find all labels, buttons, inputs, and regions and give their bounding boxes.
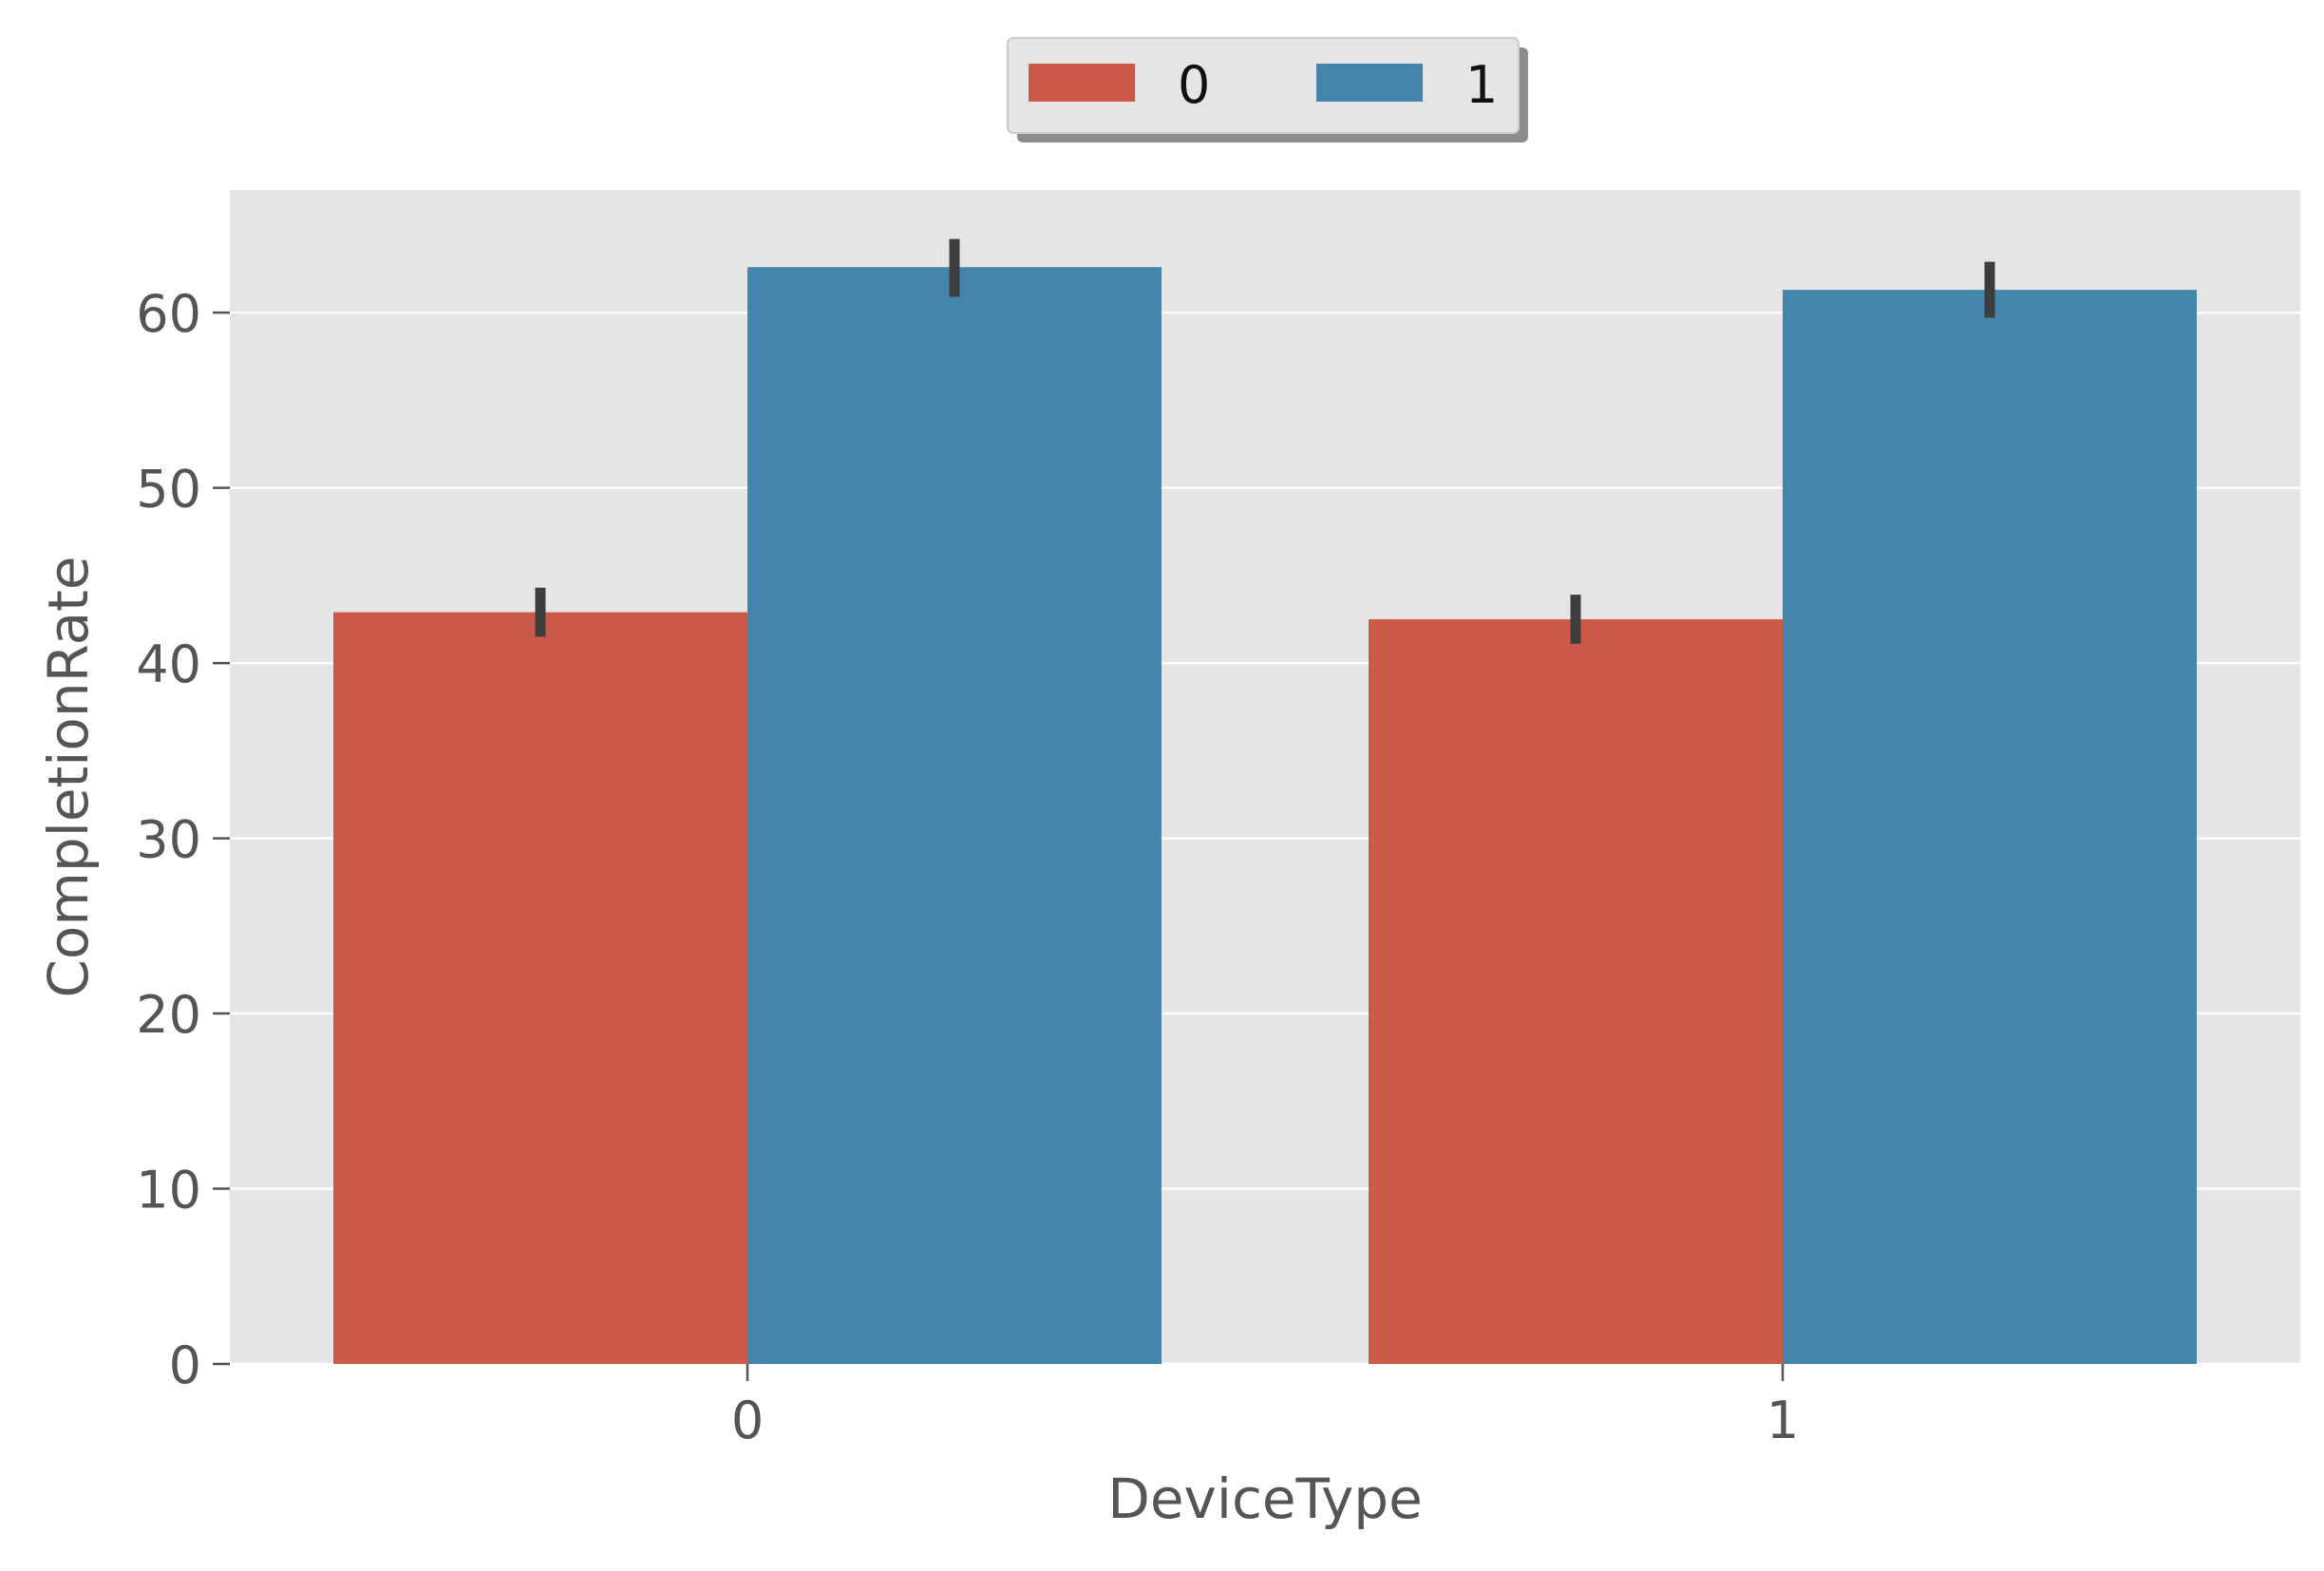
y-axis-label: CompletionRate: [36, 556, 101, 997]
bar: [747, 267, 1162, 1364]
legend-swatch: [1029, 64, 1135, 102]
y-tick-label: 10: [136, 1161, 201, 1221]
y-tick-label: 0: [169, 1335, 201, 1395]
bar: [1369, 618, 1783, 1364]
error-bars: [535, 238, 1995, 644]
bars: [333, 267, 2197, 1365]
bar: [333, 612, 747, 1364]
y-tick-label: 40: [136, 634, 201, 694]
legend-box: [1007, 37, 1520, 134]
y-tick-label: 30: [136, 810, 201, 870]
y-tick-label: 50: [136, 460, 201, 520]
legend-label: 1: [1465, 55, 1498, 115]
x-tick-label: 0: [731, 1391, 764, 1450]
x-tick-label: 1: [1767, 1391, 1799, 1450]
y-tick-label: 60: [136, 284, 201, 344]
bar: [1783, 290, 2197, 1365]
x-axis-label: DeviceType: [1107, 1467, 1423, 1531]
y-axis-ticks: 0 10 20 30 40 50 60: [136, 284, 230, 1395]
legend-label: 0: [1178, 55, 1210, 115]
y-tick-label: 20: [136, 985, 201, 1045]
legend-swatch: [1316, 64, 1423, 102]
